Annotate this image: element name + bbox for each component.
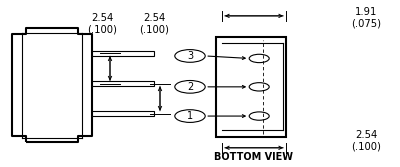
Text: 3: 3 — [187, 51, 193, 61]
Bar — [92, 111, 154, 116]
Text: 1: 1 — [187, 111, 193, 121]
Text: 2: 2 — [187, 82, 193, 92]
Text: 2.54
(.100): 2.54 (.100) — [139, 13, 169, 35]
Text: 2.54
(.100): 2.54 (.100) — [351, 130, 381, 152]
Text: BOTTOM VIEW: BOTTOM VIEW — [214, 152, 294, 162]
Bar — [92, 81, 154, 86]
Bar — [92, 51, 154, 56]
Text: 2.54
(.100): 2.54 (.100) — [87, 13, 117, 35]
Text: 1.91
(.075): 1.91 (.075) — [351, 7, 381, 28]
Bar — [216, 37, 286, 137]
